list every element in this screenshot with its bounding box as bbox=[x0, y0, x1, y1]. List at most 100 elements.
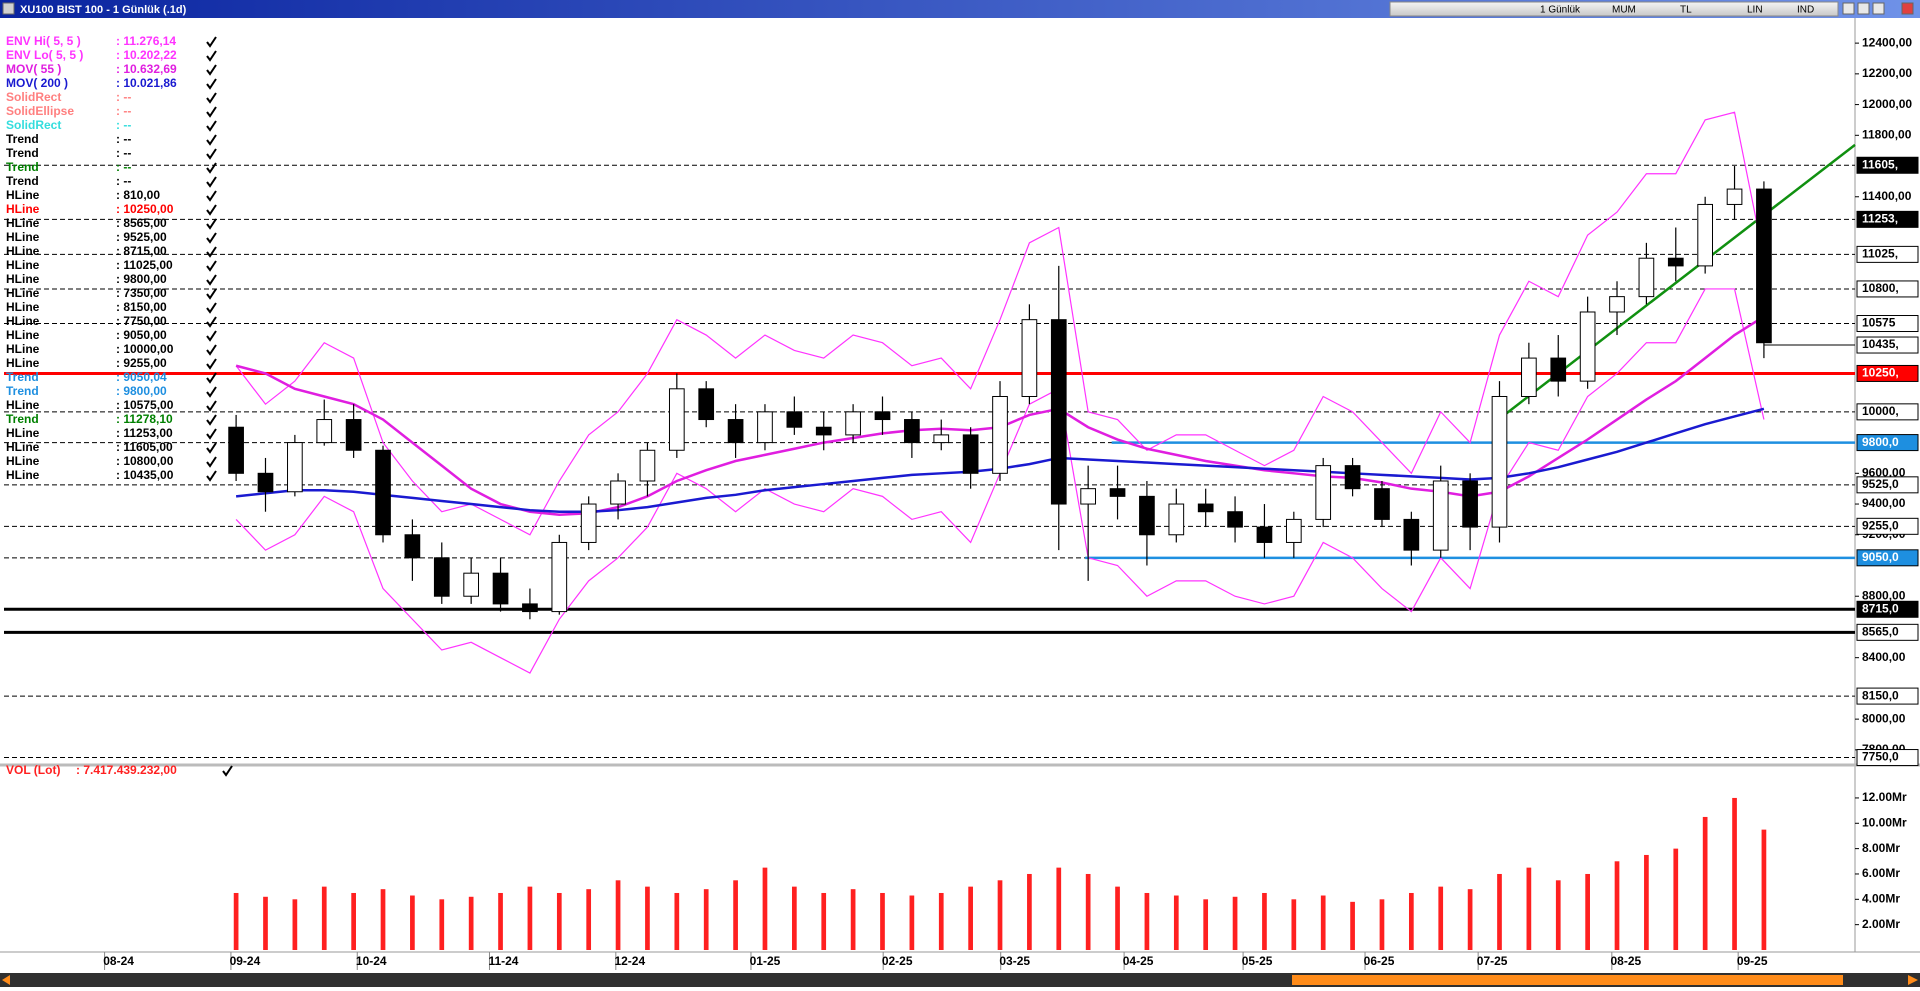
legend-name: HLine bbox=[6, 300, 40, 314]
candle-body bbox=[345, 419, 362, 451]
visible-check[interactable] bbox=[206, 36, 217, 48]
visible-check[interactable] bbox=[206, 470, 217, 482]
y-tick-label: 9400,00 bbox=[1862, 496, 1906, 510]
y-tick-label: 8800,00 bbox=[1862, 588, 1906, 602]
volume-bar bbox=[1408, 892, 1414, 950]
minimize-btn[interactable] bbox=[1842, 2, 1855, 15]
legend-value: : 7.417.439.232,00 bbox=[76, 763, 177, 777]
visible-check[interactable] bbox=[206, 316, 217, 328]
visible-check[interactable] bbox=[206, 302, 217, 314]
legend-value: : -- bbox=[116, 174, 131, 188]
maximize-btn[interactable] bbox=[1857, 2, 1870, 15]
candle-body bbox=[668, 388, 685, 451]
y-tick-label: 10.00Mr bbox=[1862, 815, 1907, 829]
candle-body bbox=[492, 572, 509, 605]
visible-check[interactable] bbox=[206, 78, 217, 90]
legend-name: HLine bbox=[6, 454, 40, 468]
scroll-left[interactable] bbox=[2, 975, 10, 985]
volume-bar bbox=[1526, 867, 1532, 950]
candle-body bbox=[316, 419, 333, 444]
legend-name: HLine bbox=[6, 286, 40, 300]
h-line-label: 10435, bbox=[1862, 337, 1899, 351]
visible-check[interactable] bbox=[206, 372, 217, 384]
visible-check[interactable] bbox=[206, 204, 217, 216]
h-line-label-box bbox=[1856, 210, 1919, 228]
toolbar-item[interactable]: MUM bbox=[1612, 5, 1636, 16]
visible-check[interactable] bbox=[206, 232, 217, 244]
legend-name: HLine bbox=[6, 398, 40, 412]
visible-check[interactable] bbox=[206, 134, 217, 146]
x-tick-label: 09-25 bbox=[1737, 954, 1768, 968]
volume-bar bbox=[498, 892, 503, 950]
x-tick-label: 09-24 bbox=[230, 954, 261, 968]
visible-check[interactable] bbox=[206, 288, 217, 300]
toolbar-item[interactable]: IND bbox=[1797, 5, 1814, 16]
visible-check[interactable] bbox=[206, 120, 217, 132]
scroll-right[interactable] bbox=[1908, 975, 1918, 985]
visible-check[interactable] bbox=[206, 92, 217, 104]
visible-check[interactable] bbox=[206, 50, 217, 62]
restore-btn[interactable] bbox=[1872, 2, 1885, 15]
x-tick-label: 02-25 bbox=[882, 954, 913, 968]
h-line-label-box bbox=[1856, 600, 1919, 618]
close-icon[interactable] bbox=[2, 2, 15, 15]
volume-bar bbox=[468, 896, 474, 950]
candle-body bbox=[522, 603, 538, 613]
visible-check[interactable] bbox=[206, 344, 217, 356]
candle-body bbox=[639, 449, 656, 482]
candle-body bbox=[786, 411, 803, 428]
visible-check[interactable] bbox=[206, 442, 217, 454]
volume-bar bbox=[615, 880, 621, 950]
candle-body bbox=[404, 534, 421, 559]
visible-check[interactable] bbox=[206, 260, 217, 272]
x-tick-label: 07-25 bbox=[1477, 954, 1508, 968]
visible-check[interactable] bbox=[206, 330, 217, 342]
h-line-label: 9050,0 bbox=[1862, 550, 1899, 564]
volume-bar bbox=[703, 889, 709, 950]
volume-bar bbox=[1115, 886, 1120, 950]
h-line-label-box bbox=[1856, 517, 1919, 535]
visible-check[interactable] bbox=[206, 246, 217, 258]
visible-check[interactable] bbox=[206, 428, 217, 440]
legend-name: MOV( 55 ) bbox=[6, 62, 61, 76]
candle-body bbox=[1256, 526, 1273, 543]
candle-body bbox=[1726, 188, 1743, 205]
candle-body bbox=[1491, 395, 1508, 528]
toolbar-item[interactable]: 1 Günlük bbox=[1540, 5, 1581, 16]
visible-check[interactable] bbox=[206, 176, 217, 188]
visible-check[interactable] bbox=[206, 456, 217, 468]
visible-check[interactable] bbox=[206, 162, 217, 174]
legend-name: SolidRect bbox=[6, 118, 61, 132]
scroll-thumb[interactable] bbox=[1292, 975, 1843, 985]
visible-check[interactable] bbox=[206, 190, 217, 202]
visible-check[interactable] bbox=[206, 358, 217, 370]
legend-name: VOL (Lot) bbox=[6, 763, 60, 777]
visible-check[interactable] bbox=[206, 274, 217, 286]
legend-value: : -- bbox=[116, 132, 131, 146]
legend-name: HLine bbox=[6, 230, 40, 244]
visible-check[interactable] bbox=[206, 400, 217, 412]
volume-bar bbox=[233, 892, 239, 950]
visible-check[interactable] bbox=[206, 386, 217, 398]
visible-check[interactable] bbox=[206, 414, 217, 426]
volume-bar bbox=[674, 892, 680, 950]
toolbar-item[interactable]: LIN bbox=[1747, 5, 1763, 16]
x-tick-label: 11-24 bbox=[488, 954, 518, 968]
toolbar-item[interactable]: TL bbox=[1680, 5, 1692, 16]
candle-body bbox=[257, 472, 274, 493]
legend-value: : 7350,00 bbox=[116, 286, 167, 300]
visible-check[interactable] bbox=[206, 106, 217, 118]
toolbar bbox=[1389, 1, 1839, 17]
volume-bar bbox=[1379, 899, 1385, 950]
volume-bar bbox=[880, 892, 885, 950]
legend-value: : -- bbox=[116, 90, 131, 104]
visible-check[interactable] bbox=[222, 765, 233, 777]
visible-check[interactable] bbox=[206, 148, 217, 160]
visible-check[interactable] bbox=[206, 218, 217, 230]
volume-bar bbox=[1173, 895, 1179, 950]
legend-value: : 11278,10 bbox=[116, 412, 173, 426]
y-tick-label: 12.00Mr bbox=[1862, 790, 1907, 804]
y-tick-label: 2.00Mr bbox=[1862, 917, 1900, 931]
visible-check[interactable] bbox=[206, 64, 217, 76]
exit-btn[interactable] bbox=[1901, 2, 1914, 15]
